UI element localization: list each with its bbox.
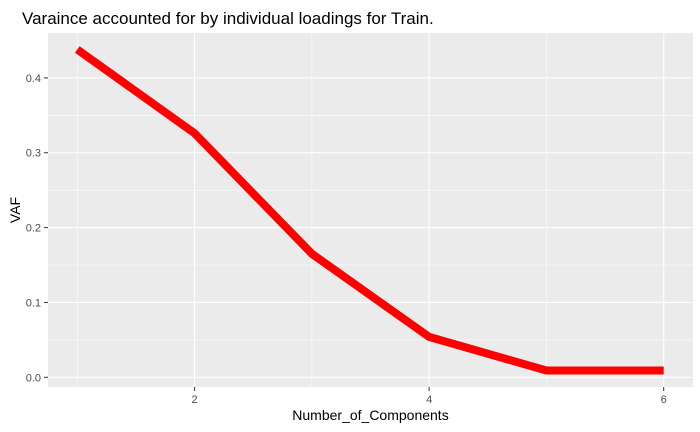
x-tick-label: 6 bbox=[661, 394, 667, 406]
series-line bbox=[74, 46, 664, 375]
plot-panel bbox=[48, 33, 693, 387]
x-tick-label: 2 bbox=[192, 394, 198, 406]
major-gridlines bbox=[48, 33, 693, 387]
y-tick-label: 0.3 bbox=[26, 148, 41, 160]
minor-gridlines bbox=[48, 33, 693, 387]
x-tick-label: 4 bbox=[426, 394, 432, 406]
chart-title: Varaince accounted for by individual loa… bbox=[22, 9, 434, 28]
y-tick-label: 0.1 bbox=[26, 297, 41, 309]
axis-ticks: 2 4 6 0.0 0.1 0.2 0.3 0.4 bbox=[26, 73, 667, 406]
y-axis-title: VAF bbox=[7, 197, 23, 223]
y-tick-label: 0.0 bbox=[26, 372, 41, 384]
x-axis-title: Number_of_Components bbox=[292, 407, 448, 423]
y-tick-label: 0.2 bbox=[26, 223, 41, 235]
y-tick-label: 0.4 bbox=[26, 73, 41, 85]
series-layer bbox=[74, 46, 664, 375]
